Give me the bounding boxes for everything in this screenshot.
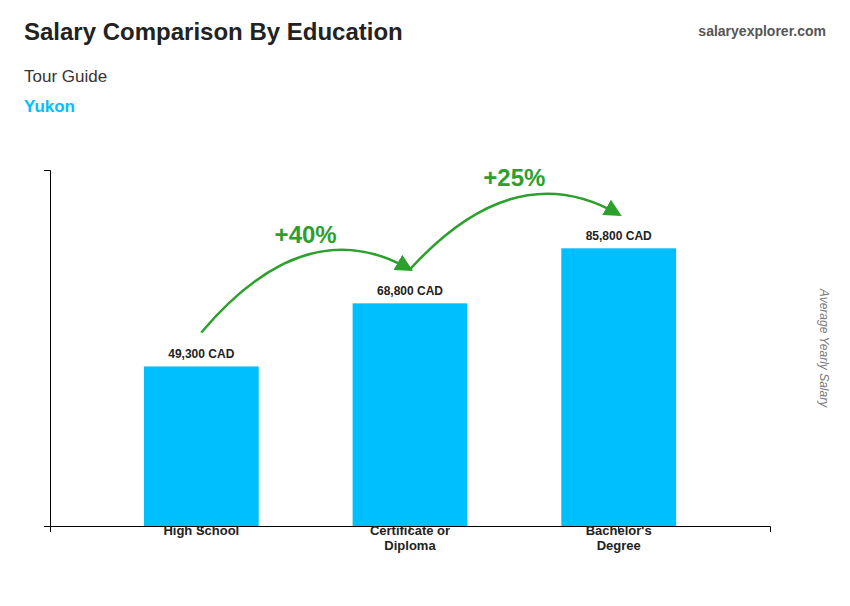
title: Salary Comparison By Education bbox=[24, 18, 403, 45]
x-tick-label: Certificate orDiploma bbox=[370, 523, 450, 553]
bars bbox=[144, 248, 676, 526]
data-label: 49,300 CAD bbox=[168, 347, 234, 361]
data-labels: 49,300 CAD 68,800 CAD 85,800 CAD bbox=[168, 229, 652, 361]
growth-label: +25% bbox=[483, 164, 545, 191]
x-tick-label-line: Diploma bbox=[384, 538, 436, 553]
x-tick-label-line: Certificate or bbox=[370, 523, 450, 538]
bar bbox=[353, 303, 468, 526]
subtitle: Yukon bbox=[24, 97, 75, 116]
x-tick: High School bbox=[163, 523, 239, 538]
y-axis bbox=[44, 171, 51, 527]
x-tick: Certificate orDiploma bbox=[370, 523, 450, 553]
x-tick-label-line: High School bbox=[163, 523, 239, 538]
growth-arrow bbox=[410, 194, 619, 270]
growth-label: +40% bbox=[275, 221, 337, 248]
y-axis-line bbox=[44, 171, 51, 527]
annotations: +40% +25% bbox=[201, 164, 618, 332]
x-tick-label: Bachelor'sDegree bbox=[586, 523, 652, 553]
chart: Salary Comparison By Education Tour Guide… bbox=[0, 0, 850, 606]
y-axis-title: Average Yearly Salary bbox=[817, 288, 831, 408]
x-axis: High School Certificate orDiploma Bachelor… bbox=[51, 523, 771, 553]
source: salaryexplorer.com bbox=[698, 23, 826, 39]
x-tick-label-line: Degree bbox=[597, 538, 641, 553]
plot-area: High School Certificate orDiploma Bachelor… bbox=[44, 164, 771, 553]
growth-arrow bbox=[201, 250, 410, 333]
data-label: 68,800 CAD bbox=[377, 284, 443, 298]
subtitle: Tour Guide bbox=[24, 67, 107, 86]
x-tick-label-line: Bachelor's bbox=[586, 523, 652, 538]
x-tick: Bachelor'sDegree bbox=[586, 523, 652, 553]
x-tick-label: High School bbox=[163, 523, 239, 538]
bar bbox=[561, 248, 676, 526]
bar bbox=[144, 366, 259, 526]
data-label: 85,800 CAD bbox=[586, 229, 652, 243]
